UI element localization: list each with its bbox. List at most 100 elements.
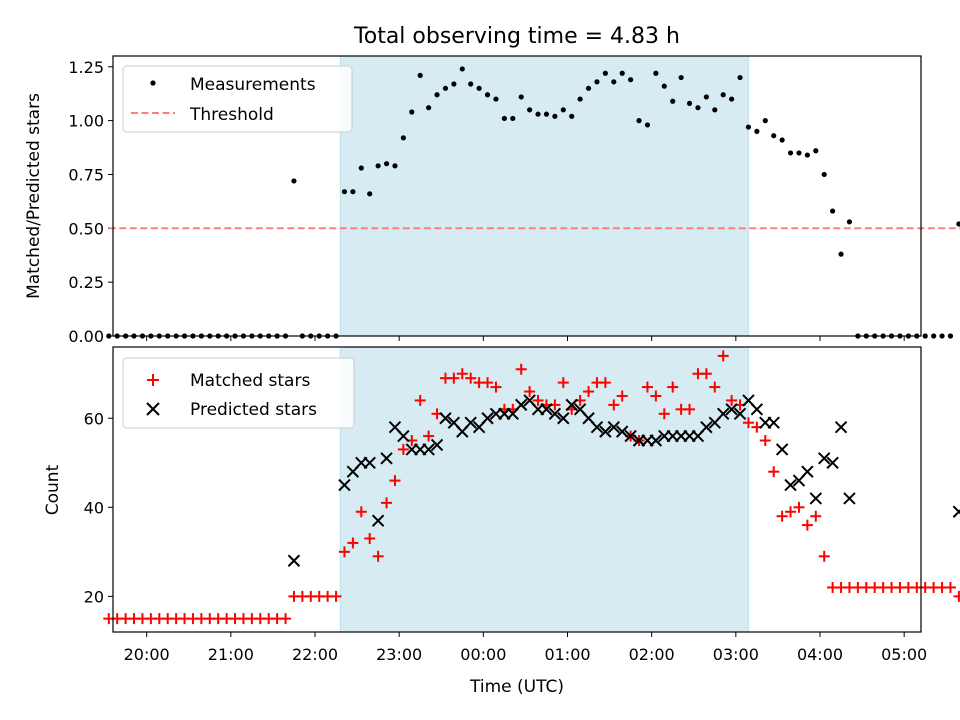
matched-stars-point (338, 546, 350, 558)
matched-stars-point (709, 381, 721, 393)
matched-stars-point (641, 381, 653, 393)
measurements-point (367, 191, 373, 197)
measurements-point (417, 72, 423, 78)
measurements-point (358, 165, 364, 171)
predicted-stars-point (422, 443, 435, 456)
predicted-stars-point (439, 412, 452, 425)
measurements-point (611, 79, 617, 85)
matched-stars-point (793, 501, 805, 513)
measurements-point (720, 92, 726, 98)
measurements-point (779, 137, 785, 143)
predicted-stars-point (464, 416, 477, 429)
matched-stars-point (389, 475, 401, 487)
measurements-point (754, 128, 760, 134)
y-tick-label: 0.50 (68, 219, 104, 238)
predicted-stars-point (557, 412, 570, 425)
matched-stars-point (397, 443, 409, 455)
measurements-point (619, 70, 625, 76)
bottom-y-axis-label: Count (43, 464, 63, 515)
measurements-point (518, 94, 524, 100)
measurements-point (493, 96, 499, 102)
measurements-point (426, 105, 432, 111)
predicted-stars-point (338, 478, 351, 492)
predicted-stars-point (380, 452, 393, 465)
top-x-axis-ticks (146, 336, 905, 341)
measurements-point (821, 171, 827, 178)
measurements-point (602, 70, 608, 76)
predicted-stars-point (834, 420, 848, 434)
top-legend-box (122, 65, 353, 133)
y-tick-label: 60 (84, 409, 104, 428)
measurements-point (594, 79, 600, 85)
measurements-point (729, 96, 735, 102)
measurements-point (670, 98, 676, 104)
x-tick-label: 03:00 (713, 645, 759, 664)
matched-stars-point (456, 368, 468, 380)
predicted-stars-point (607, 420, 620, 434)
matched-stars-point (658, 408, 670, 420)
predicted-stars-point (767, 416, 780, 429)
measurements-point (636, 118, 642, 124)
measurements-point (527, 107, 533, 113)
predicted-stars-point (750, 403, 764, 416)
measurements-point (939, 333, 945, 339)
measurements-point (535, 111, 541, 117)
legend-marker-predicted-stars (146, 402, 160, 416)
predicted-stars-point (809, 492, 822, 505)
measurements-point (434, 92, 440, 98)
measurements-point (569, 113, 575, 119)
measurements-point (552, 113, 558, 119)
predicted-stars-point (599, 425, 612, 438)
measurements-point (796, 150, 802, 156)
measurements-point (678, 74, 684, 81)
predicted-stars-point (363, 456, 376, 469)
x-tick-label: 05:00 (881, 645, 927, 664)
measurements-point (291, 178, 297, 184)
measurements-point (813, 148, 819, 154)
matched-stars-point (944, 581, 956, 593)
bottom-plot-frame (112, 346, 922, 633)
top-plot-frame (112, 55, 922, 337)
measurements-point (712, 107, 718, 113)
x-tick-label: 21:00 (208, 645, 254, 664)
measurements-point (459, 66, 465, 72)
y-tick-label: 1.25 (68, 58, 104, 77)
predicted-stars-point (725, 403, 738, 416)
y-tick-label: 1.00 (68, 112, 104, 131)
predicted-stars-point (801, 465, 814, 478)
measurements-point (771, 133, 777, 139)
predicted-stars-point (616, 425, 629, 438)
matched-stars-point (717, 350, 729, 362)
predicted-stars-point (826, 456, 839, 469)
measurements-point (644, 122, 651, 128)
measurements-point (846, 219, 853, 225)
x-tick-label: 23:00 (376, 645, 422, 664)
matched-stars-point (347, 537, 359, 549)
predicted-stars-point (430, 438, 444, 452)
y-tick-label: 0.25 (68, 273, 104, 292)
matched-stars-point (667, 381, 679, 393)
matched-stars-point (616, 390, 628, 402)
measurements-point (501, 115, 507, 122)
top-legend: Measurements Threshold (122, 65, 353, 133)
matched-stars-point (776, 510, 788, 522)
bottom-x-axis: 20:00 21:00 22:00 23:00 00:00 01:00 02:00 03:00… (124, 632, 927, 664)
legend-marker-measurements (150, 80, 156, 86)
measurements-point (543, 111, 550, 117)
matched-stars-point (599, 377, 611, 389)
measurements-point (560, 107, 566, 113)
predicted-stars-point (397, 429, 410, 443)
legend-label-measurements: Measurements (190, 75, 316, 95)
measurements-point (484, 92, 491, 98)
predicted-stars-point (540, 403, 553, 416)
measurements-point (392, 163, 398, 169)
predicted-stars-point (784, 478, 797, 492)
measurements-point (442, 85, 449, 91)
measurements-point (476, 85, 482, 91)
measurements-point (838, 251, 844, 257)
measurements-point (804, 152, 810, 158)
matched-stars-point (515, 363, 527, 375)
matched-stars-point (684, 403, 696, 415)
matched-stars-point (280, 613, 292, 625)
predicted-stars-point (624, 429, 637, 443)
